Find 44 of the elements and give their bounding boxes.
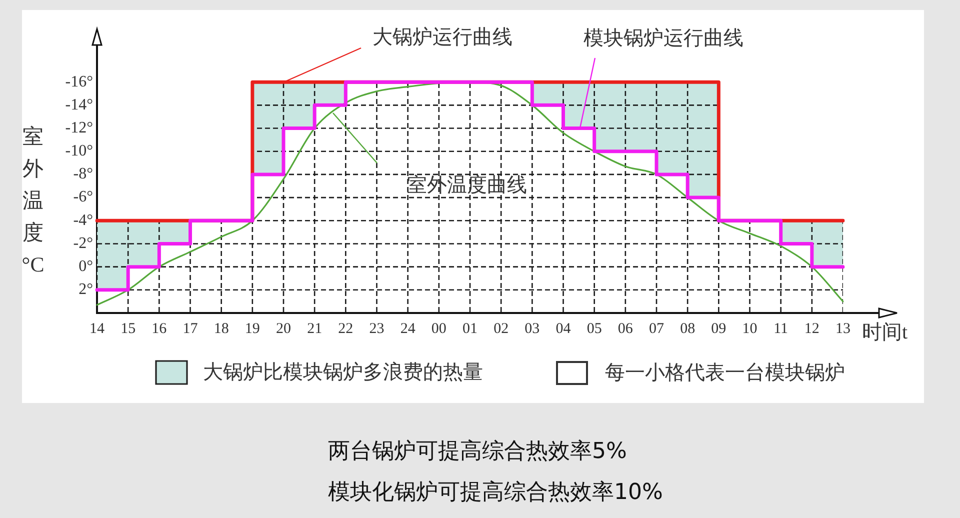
x-axis-title: 时间t [862,321,908,344]
x-tick-label: 18 [214,320,229,337]
y-tick-label: 2° [78,281,93,298]
x-tick-label: 21 [307,320,322,337]
x-tick-label: 09 [711,320,726,337]
y-tick-label: -8° [73,166,93,183]
x-tick-label: 20 [276,320,291,337]
x-tick-label: 12 [804,320,820,337]
x-tick-label: 15 [120,320,136,337]
x-tick-label: 13 [836,320,850,337]
x-tick-label: 02 [494,320,509,337]
y-tick-label: -12° [65,119,93,136]
text: 两台锅炉可提高综合热效率5% [328,439,627,464]
series-label: 大锅炉运行曲线 [372,26,512,48]
x-tick-label: 10 [742,320,758,337]
text: 室外温度曲线 [407,173,528,196]
x-tick-label: 04 [556,320,572,337]
x-tick-label: 19 [244,320,260,337]
x-tick-label: 05 [586,320,602,337]
x-tick-label: 08 [680,320,696,337]
x-tick-label: 07 [649,320,664,337]
x-tick-label: 01 [462,320,478,337]
text: 模块化锅炉可提高综合热效率10% [328,480,663,505]
x-tick-label: 23 [369,320,384,337]
x-tick-label: 24 [400,320,416,337]
x-tick-label: 06 [618,320,634,337]
y-tick-label: -2° [73,234,93,252]
x-tick-label: 16 [152,320,168,337]
y-axis-title: 室外温度°C [22,124,44,277]
x-tick-label: 14 [90,320,105,337]
x-tick-label: 22 [338,320,354,337]
text: 模块锅炉运行曲线 [583,28,744,50]
x-tick-label: 03 [524,320,540,337]
y-tick-label: -6° [73,188,93,206]
y-tick-label: -14° [65,96,93,114]
y-tick-label: -4° [73,212,93,229]
legend-label: 大锅炉比模块锅炉多浪费的热量 [203,361,483,384]
x-tick-label: 00 [431,320,446,337]
text: 每一小格代表一台模块锅炉 [605,361,845,385]
x-tick-label: 11 [774,320,788,337]
x-tick-label: 17 [182,320,198,337]
y-tick-label: 0° [78,258,93,276]
y-tick-label: -10° [65,142,93,160]
y-tick-label: -16° [65,73,93,90]
